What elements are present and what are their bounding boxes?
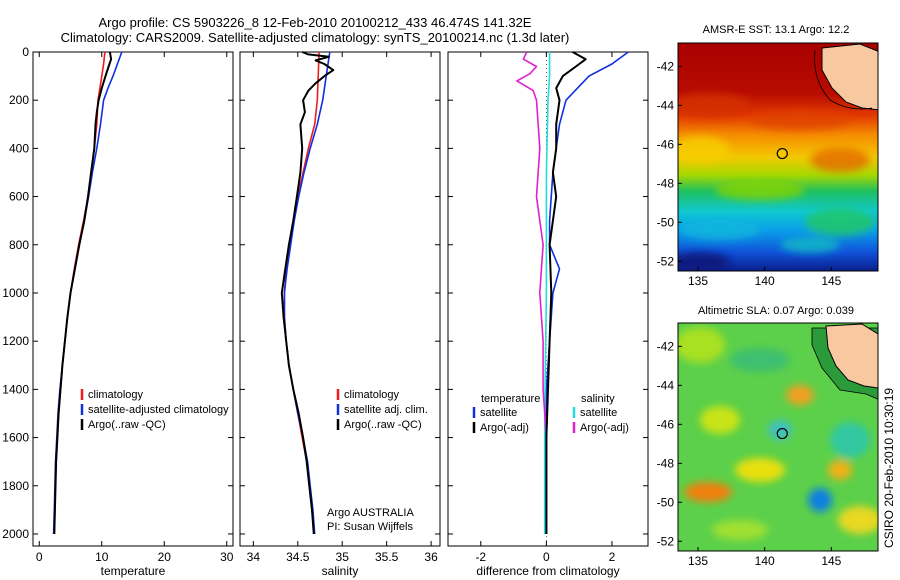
tasmania-land-sla <box>825 323 878 389</box>
header-title-line2: Climatology: CARS2009. Satellite-adjuste… <box>61 30 570 45</box>
sla-map-ytick-label: -42 <box>657 339 675 353</box>
temperature-xtick-label: 20 <box>158 550 172 564</box>
sst-map-ytick-label: -42 <box>657 59 675 73</box>
difference-xtick-label: 0 <box>543 550 550 564</box>
sla-map-frame <box>677 322 879 552</box>
sla-map-xtick-label: 140 <box>755 554 775 568</box>
sst-map-image <box>678 43 878 271</box>
sla-map-ytick-label: -50 <box>657 495 675 509</box>
header-title-line1: Argo profile: CS 5903226_8 12-Feb-2010 2… <box>99 15 532 30</box>
difference-legend-header: salinity <box>581 393 615 405</box>
depth-tick-label: 1400 <box>2 382 29 396</box>
depth-tick-label: 0 <box>22 45 29 59</box>
sst-map-xtick-label: 140 <box>755 274 775 288</box>
temperature-xtick-label: 0 <box>36 550 43 564</box>
salinity-xtick-label: 35.5 <box>375 550 399 564</box>
salinity-xtick-label: 34 <box>247 550 261 564</box>
sla-map-ytick-label: -44 <box>657 378 675 392</box>
sst-map-xtick-label: 145 <box>821 274 841 288</box>
sst-map-ytick-label: -44 <box>657 98 675 112</box>
difference-series-line <box>545 51 587 534</box>
sst-map-axes: 135 140 145 -42 -44 -46 -48 -50 -52 <box>657 42 879 288</box>
depth-tick-label: 800 <box>9 238 29 252</box>
temperature-legend-item: Argo(..raw -QC) <box>88 419 166 431</box>
sst-map-ytick-label: -48 <box>657 176 675 190</box>
difference-legend-header: temperature <box>481 393 540 405</box>
salinity-series-line <box>280 51 335 535</box>
salinity-xtick-label: 35 <box>336 550 350 564</box>
sst-map-ytick-label: -50 <box>657 215 675 229</box>
salinity-legend-item: climatology <box>344 389 400 401</box>
tasmania-land <box>821 43 878 111</box>
difference-legend-item: Argo(-adj) <box>480 422 529 434</box>
salinity-legend-item: satellite adj. clim. <box>344 404 428 416</box>
depth-tick-label: 1800 <box>2 479 29 493</box>
sla-map-ytick-label: -52 <box>657 534 675 548</box>
sst-map-ytick-label: -46 <box>657 137 675 151</box>
salinity-annotation: PI: Susan Wijffels <box>327 521 413 533</box>
sla-map-title: Altimetric SLA: 0.07 Argo: 0.039 <box>698 305 854 317</box>
sla-map-xtick-label: 135 <box>688 554 708 568</box>
sst-map-ytick-label: -52 <box>657 254 675 268</box>
depth-tick-label: 1000 <box>2 286 29 300</box>
temperature-xtick-label: 10 <box>95 550 109 564</box>
credit-text: CSIRO 20-Feb-2010 10:30:19 <box>882 388 896 548</box>
depth-tick-label: 2000 <box>2 527 29 541</box>
depth-tick-label: 200 <box>9 93 29 107</box>
difference-xtick-label: -2 <box>475 550 486 564</box>
sst-map-frame <box>677 42 879 272</box>
salinity-legend-item: Argo(..raw -QC) <box>344 419 422 431</box>
temperature-series-line <box>53 51 113 535</box>
depth-tick-label: 400 <box>9 141 29 155</box>
temperature-legend-item: climatology <box>88 389 144 401</box>
temperature-xlabel: temperature <box>101 564 166 578</box>
difference-legend-item: satellite <box>480 407 517 419</box>
depth-tick-label: 600 <box>9 190 29 204</box>
difference-xlabel: difference from climatology <box>476 564 619 578</box>
salinity-frame <box>239 51 441 547</box>
salinity-xlabel: salinity <box>322 564 359 578</box>
depth-tick-label: 1200 <box>2 334 29 348</box>
temperature-panel: 0 10 20 30 temperature 0 200 400 600 800 1000 1200 1… <box>2 45 233 578</box>
sst-map-title: AMSR-E SST: 13.1 Argo: 12.2 <box>703 24 850 36</box>
sla-map-ytick-label: -48 <box>657 456 675 470</box>
salinity-panel: 34 34.5 35 35.5 36 salinity climatology satelli… <box>239 51 441 578</box>
difference-xtick-label: 2 <box>609 550 616 564</box>
salinity-annotation: Argo AUSTRALIA <box>327 507 414 519</box>
salinity-xtick-label: 34.5 <box>286 550 310 564</box>
temperature-frame <box>32 51 234 547</box>
sla-map-ytick-label: -46 <box>657 417 675 431</box>
difference-legend-item: Argo(-adj) <box>580 422 629 434</box>
float-position-marker <box>776 147 788 160</box>
sla-map-axes: 135 140 145 -42 -44 -46 -48 -50 -52 <box>657 322 879 568</box>
sst-map-xtick-label: 135 <box>688 274 708 288</box>
difference-legend-item: satellite <box>580 407 617 419</box>
sla-map-xtick-label: 145 <box>821 554 841 568</box>
float-position-marker <box>776 427 788 440</box>
temperature-legend-item: satellite-adjusted climatology <box>88 404 229 416</box>
depth-tick-label: 1600 <box>2 431 29 445</box>
salinity-xtick-label: 36 <box>424 550 438 564</box>
temperature-xtick-label: 30 <box>220 550 234 564</box>
difference-series-line <box>516 51 548 534</box>
